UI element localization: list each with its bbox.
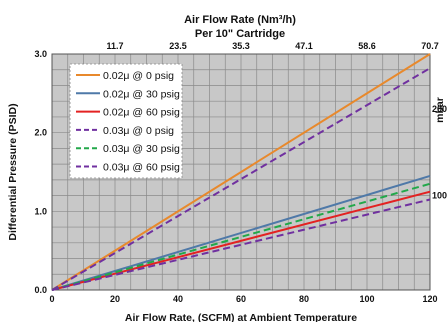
x-tick-label: 80 (299, 294, 309, 304)
right-axis-label: mbar (434, 97, 446, 123)
x-tick-label: 100 (359, 294, 374, 304)
x-axis-label: Air Flow Rate, (SCFM) at Ambient Tempera… (125, 312, 357, 322)
series-line-2 (51, 174, 431, 291)
y-tick-label: 2.0 (34, 128, 47, 138)
legend-label: 0.02μ @ 60 psig (103, 107, 180, 119)
legend-label: 0.03μ @ 30 psig (103, 143, 180, 155)
top-axis-title: Air Flow Rate (Nm³/h) (184, 14, 296, 26)
top-tick-label: 58.6 (358, 41, 376, 51)
legend-label: 0.02μ @ 30 psig (103, 88, 180, 100)
top-tick-label: 23.5 (169, 41, 187, 51)
x-tick-label: 120 (422, 294, 437, 304)
x-tick-label: 20 (110, 294, 120, 304)
x-tick-label: 60 (236, 294, 246, 304)
x-tick-label: 40 (173, 294, 183, 304)
legend-label: 0.03μ @ 0 psig (103, 125, 174, 137)
y-tick-label: 1.0 (34, 206, 47, 216)
legend: 0.02μ @ 0 psig 0.02μ @ 30 psig 0.02μ @ 60 … (69, 63, 183, 179)
plot-border (51, 53, 431, 291)
y-tick-label: 3.0 (34, 49, 47, 59)
series-line-6 (51, 198, 431, 291)
right-tick-label: 200 (432, 104, 447, 114)
y-axis-label: Differential Pressure (PSID) (7, 103, 19, 240)
series-line-4 (51, 67, 431, 291)
chart-titles: Air Flow Rate (Nm³/h) Per 10" Cartridge (184, 14, 296, 40)
right-tick-label: 100 (432, 191, 447, 201)
tick-labels: 0 20 40 60 80 100 120 0.0 1.0 2.0 3.0 11.7 23.5 35.3 4… (34, 41, 447, 304)
x-tick-label: 0 (49, 294, 54, 304)
series-layer (51, 53, 431, 291)
legend-box (69, 63, 183, 179)
top-tick-label: 70.7 (421, 41, 439, 51)
series-line-3 (51, 190, 431, 291)
legend-label: 0.02μ @ 0 psig (103, 70, 174, 82)
top-axis-subtitle: Per 10" Cartridge (195, 28, 285, 40)
series-line-1 (51, 53, 431, 291)
top-tick-label: 11.7 (106, 41, 123, 51)
top-tick-label: 47.1 (295, 41, 313, 51)
legend-label: 0.03μ @ 60 psig (103, 162, 180, 174)
top-tick-label: 35.3 (232, 41, 250, 51)
y-tick-label: 0.0 (34, 285, 47, 295)
